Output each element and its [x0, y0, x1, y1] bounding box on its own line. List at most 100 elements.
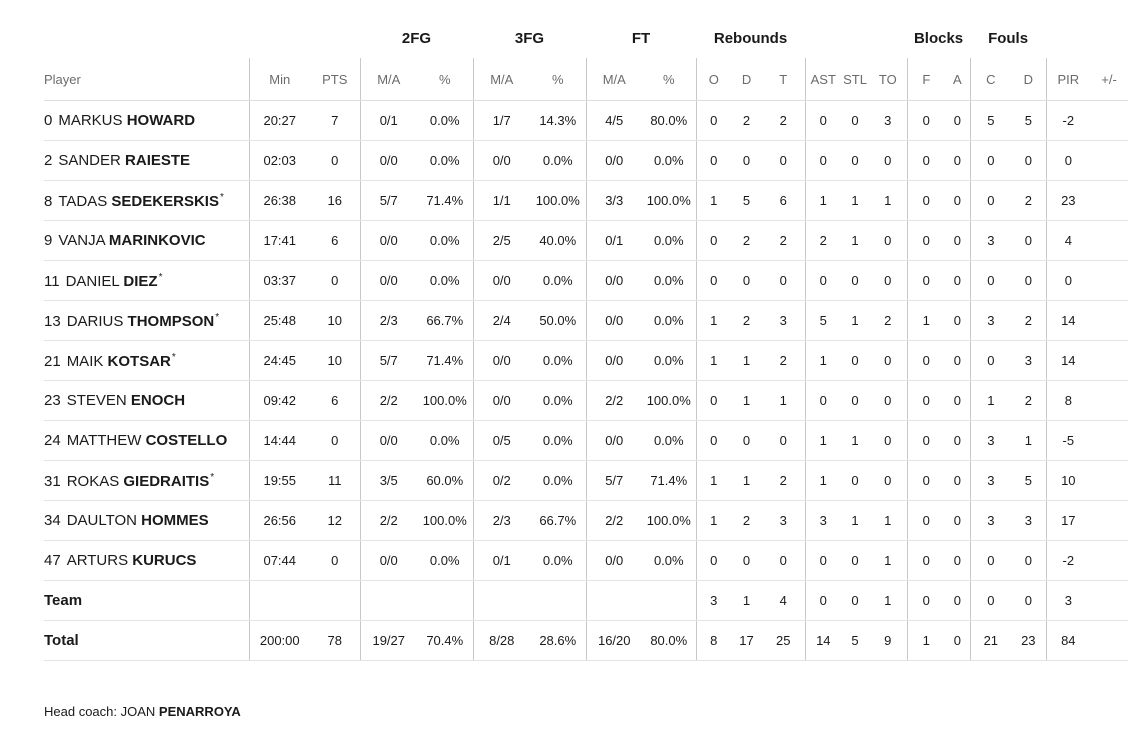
head-coach-label: Head coach:	[44, 704, 117, 719]
player-row[interactable]: 23 STEVEN ENOCH 09:42 6 2/2 100.0% 0/0 0.0% 2/2 1…	[44, 380, 1129, 421]
player-name-link[interactable]: 21 MAIK KOTSAR*	[44, 352, 176, 370]
stat-foul-d: 5	[1011, 460, 1047, 501]
stat-reb-t: 25	[762, 620, 806, 661]
stat-min: 02:03	[248, 140, 310, 181]
player-name-link[interactable]: 8 TADAS SEDEKERSKIS*	[44, 192, 224, 210]
stat-reb-o: 8	[695, 620, 732, 661]
stat-pir: -2	[1045, 540, 1091, 581]
group-header-empty	[805, 18, 841, 58]
column-header-blk-f: F	[906, 58, 946, 101]
stat-ft-ma: 5/7	[585, 460, 642, 501]
stat-ast: 0	[804, 580, 842, 621]
group-header-ft: FT	[631, 29, 651, 47]
player-row[interactable]: 0 MARKUS HOWARD 20:27 7 0/1 0.0% 1/7 14.3% 4/5 80…	[44, 100, 1129, 141]
stat-reb-o: 0	[695, 260, 732, 301]
stat-fg2-pct: 71.4%	[417, 340, 473, 381]
stat-fg3-ma	[472, 580, 530, 621]
player-name-link[interactable]: 11 DANIEL DIEZ*	[44, 272, 162, 290]
stat-ft-pct: 100.0%	[642, 180, 697, 221]
player-number: 21	[44, 352, 61, 370]
stat-to: 9	[869, 620, 908, 661]
stat-fg2-ma: 0/0	[359, 140, 417, 181]
player-cell: 8 TADAS SEDEKERSKIS*	[44, 180, 249, 221]
player-name-link[interactable]: 13 DARIUS THOMPSON*	[44, 312, 219, 330]
player-last-name: COSTELLO	[145, 432, 228, 449]
column-header-ft-ma: M/A	[585, 58, 642, 101]
stat-to: 0	[869, 260, 908, 301]
stat-ft-ma: 0/0	[585, 140, 642, 181]
stat-fg3-pct: 0.0%	[530, 260, 586, 301]
player-cell: 23 STEVEN ENOCH	[44, 380, 249, 421]
player-first-name: VANJA	[58, 232, 105, 249]
stat-foul-c: 0	[969, 340, 1012, 381]
stat-fg2-ma: 0/1	[359, 100, 417, 141]
stat-reb-t: 3	[762, 300, 806, 341]
head-coach: Head coach: JOAN PENARROYA	[44, 704, 241, 719]
stat-foul-d: 23	[1011, 620, 1047, 661]
stat-pir: 8	[1045, 380, 1091, 421]
player-row[interactable]: 9 VANJA MARINKOVIC 17:41 6 0/0 0.0% 2/5 40.0% 0/…	[44, 220, 1129, 261]
stat-blk-a: 0	[945, 100, 971, 141]
stat-fg2-pct: 70.4%	[417, 620, 473, 661]
player-name-link[interactable]: 34 DAULTON HOMMES	[44, 512, 209, 529]
player-name-link[interactable]: 2 SANDER RAIESTE	[44, 152, 190, 169]
player-number: 13	[44, 312, 61, 330]
player-name-link[interactable]: 0 MARKUS HOWARD	[44, 112, 195, 129]
stat-min: 19:55	[248, 460, 310, 501]
player-row[interactable]: 34 DAULTON HOMMES 26:56 12 2/2 100.0% 2/3 66.7%…	[44, 500, 1129, 541]
player-row[interactable]: 47 ARTURS KURUCS 07:44 0 0/0 0.0% 0/1 0.0% 0/0 0.…	[44, 540, 1129, 581]
player-first-name: MARKUS	[58, 112, 123, 129]
stat-ft-pct: 100.0%	[642, 500, 697, 541]
player-name-link[interactable]: 47 ARTURS KURUCS	[44, 552, 196, 569]
player-row[interactable]: 31 ROKAS GIEDRAITIS* 19:55 11 3/5 60.0% 0/2 0.0…	[44, 460, 1129, 501]
group-header-fouls: Fouls	[988, 29, 1029, 47]
player-number: 47	[44, 552, 61, 569]
player-row[interactable]: 2 SANDER RAIESTE 02:03 0 0/0 0.0% 0/0 0.0% 0/0 0.…	[44, 140, 1129, 181]
player-row[interactable]: 11 DANIEL DIEZ* 03:37 0 0/0 0.0% 0/0 0.0% 0/0 0.0…	[44, 260, 1129, 301]
stat-plus-minus	[1090, 100, 1129, 141]
stat-stl: 0	[841, 140, 870, 181]
stat-plus-minus	[1090, 340, 1129, 381]
stat-fg2-ma: 2/2	[359, 380, 417, 421]
column-header-plus-minus: +/-	[1090, 58, 1129, 101]
stat-plus-minus	[1090, 620, 1129, 661]
stat-ft-pct: 80.0%	[642, 620, 697, 661]
stat-ft-ma: 4/5	[585, 100, 642, 141]
column-header-blk-a: A	[945, 58, 971, 101]
player-name-link[interactable]: 23 STEVEN ENOCH	[44, 392, 185, 409]
stat-stl: 1	[841, 300, 870, 341]
stat-min: 07:44	[248, 540, 310, 581]
stat-blk-a: 0	[945, 620, 971, 661]
stat-reb-o: 0	[695, 220, 732, 261]
column-header-2fg-pct: %	[417, 58, 473, 101]
column-header-foul-c: C	[969, 58, 1012, 101]
player-name-link[interactable]: 31 ROKAS GIEDRAITIS*	[44, 472, 214, 490]
stat-ast: 3	[804, 500, 842, 541]
stat-ft-pct: 100.0%	[642, 380, 697, 421]
stat-ast: 0	[804, 260, 842, 301]
player-name-link[interactable]: 24 MATTHEW COSTELLO	[44, 432, 227, 449]
player-row[interactable]: 21 MAIK KOTSAR* 24:45 10 5/7 71.4% 0/0 0.0% 0/0 0…	[44, 340, 1129, 381]
group-header-rebounds: Rebounds	[713, 29, 788, 47]
stat-pts: 12	[310, 500, 360, 541]
stat-blk-a: 0	[945, 220, 971, 261]
column-header-3fg-ma: M/A	[472, 58, 530, 101]
stat-ft-pct: 0.0%	[642, 420, 697, 461]
player-row[interactable]: 8 TADAS SEDEKERSKIS* 26:38 16 5/7 71.4% 1/1 100…	[44, 180, 1129, 221]
group-header-3fg: 3FG	[514, 29, 545, 47]
stat-pir: 4	[1045, 220, 1091, 261]
stat-blk-f: 0	[906, 260, 946, 301]
player-row[interactable]: 24 MATTHEW COSTELLO 14:44 0 0/0 0.0% 0/5 0.0% 0/…	[44, 420, 1129, 461]
stat-blk-f: 0	[906, 180, 946, 221]
stat-foul-c: 5	[969, 100, 1012, 141]
group-header-row: 2FG 3FG FT Rebounds Blocks Fouls	[44, 18, 1128, 58]
stat-ft-ma: 3/3	[585, 180, 642, 221]
column-header-reb-t: T	[762, 58, 806, 101]
stat-fg2-ma	[359, 580, 417, 621]
player-name-link[interactable]: 9 VANJA MARINKOVIC	[44, 232, 206, 249]
stat-fg2-ma: 0/0	[359, 260, 417, 301]
stat-ast: 1	[804, 460, 842, 501]
player-row[interactable]: 13 DARIUS THOMPSON* 25:48 10 2/3 66.7% 2/4 50.0…	[44, 300, 1129, 341]
stat-foul-d: 2	[1011, 300, 1047, 341]
stat-fg3-ma: 2/3	[472, 500, 530, 541]
